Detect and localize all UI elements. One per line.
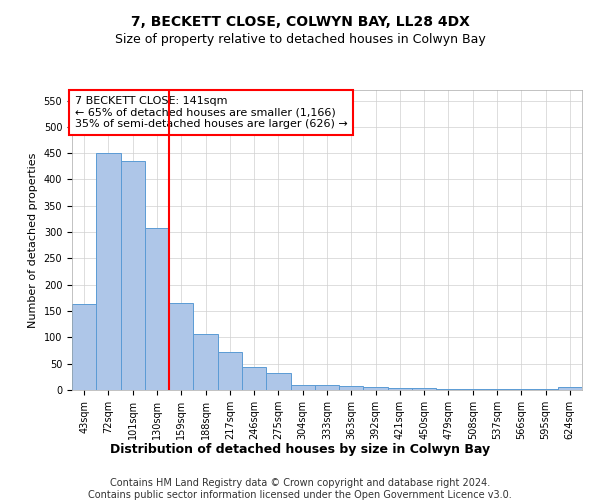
Bar	[461, 389, 485, 390]
Bar	[266, 372, 290, 390]
Bar	[145, 228, 169, 390]
Bar	[509, 389, 533, 390]
Bar	[121, 161, 145, 390]
Text: Size of property relative to detached houses in Colwyn Bay: Size of property relative to detached ho…	[115, 32, 485, 46]
Text: Distribution of detached houses by size in Colwyn Bay: Distribution of detached houses by size …	[110, 442, 490, 456]
Bar	[169, 303, 193, 390]
Text: 7 BECKETT CLOSE: 141sqm
← 65% of detached houses are smaller (1,166)
35% of semi: 7 BECKETT CLOSE: 141sqm ← 65% of detache…	[74, 96, 347, 129]
Bar	[218, 352, 242, 390]
Bar	[96, 153, 121, 390]
Text: Contains HM Land Registry data © Crown copyright and database right 2024.: Contains HM Land Registry data © Crown c…	[110, 478, 490, 488]
Bar	[290, 384, 315, 390]
Y-axis label: Number of detached properties: Number of detached properties	[28, 152, 38, 328]
Bar	[436, 389, 461, 390]
Bar	[193, 334, 218, 390]
Bar	[315, 384, 339, 390]
Bar	[339, 386, 364, 390]
Bar	[388, 388, 412, 390]
Bar	[412, 388, 436, 390]
Bar	[242, 367, 266, 390]
Text: 7, BECKETT CLOSE, COLWYN BAY, LL28 4DX: 7, BECKETT CLOSE, COLWYN BAY, LL28 4DX	[131, 15, 469, 29]
Bar	[485, 389, 509, 390]
Text: Contains public sector information licensed under the Open Government Licence v3: Contains public sector information licen…	[88, 490, 512, 500]
Bar	[364, 388, 388, 390]
Bar	[558, 388, 582, 390]
Bar	[72, 304, 96, 390]
